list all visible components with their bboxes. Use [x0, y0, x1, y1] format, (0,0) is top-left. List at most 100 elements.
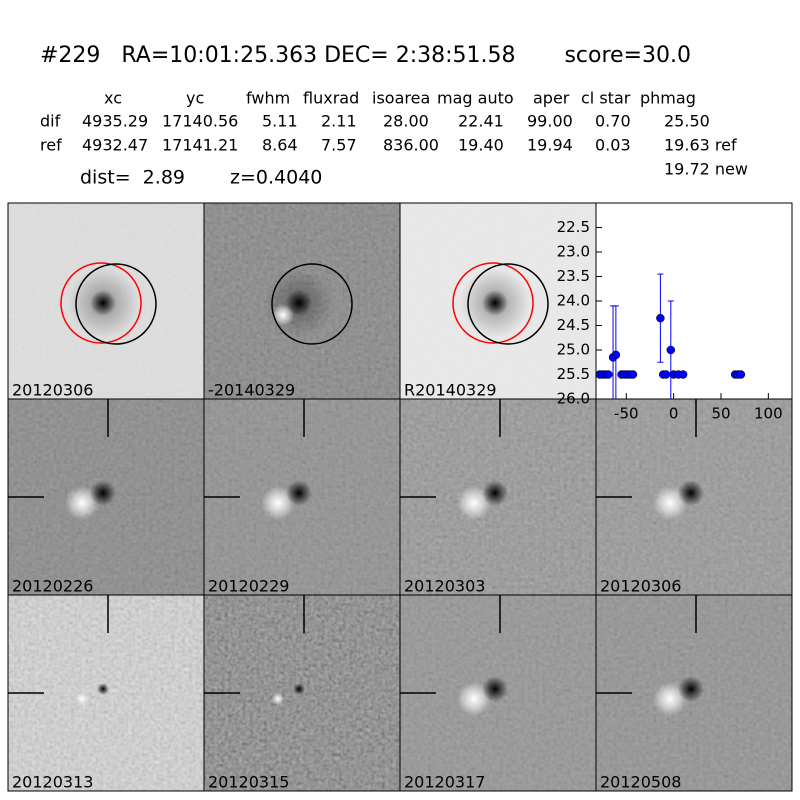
- stamp-label: 20120306: [12, 381, 93, 400]
- column-header: mag auto: [437, 89, 514, 108]
- stamps: 20120306 -20140329 R20140329 20120226 201202…: [7, 202, 793, 792]
- point: [656, 313, 665, 323]
- stamp: 20120226: [7, 398, 205, 596]
- x-tick-label: -50: [614, 405, 639, 423]
- cell: 8.64: [262, 136, 298, 155]
- plot-frame: [595, 202, 793, 400]
- stamp: 20120306: [595, 398, 793, 596]
- cell: 0.03: [595, 136, 631, 155]
- row-label: dif: [40, 112, 61, 131]
- positive-blob: [272, 693, 284, 705]
- red-circle: [60, 262, 142, 344]
- column-header: isoarea: [372, 89, 430, 108]
- column-header: yc: [186, 89, 204, 108]
- point: [661, 370, 671, 379]
- cell: 0.70: [595, 112, 631, 131]
- positive-blob: [76, 693, 88, 705]
- points: [596, 273, 746, 399]
- stamp: 20120306: [7, 202, 205, 400]
- negative-blob: [97, 683, 109, 695]
- column-header: aper: [533, 89, 570, 108]
- cell: 4935.29: [82, 112, 148, 131]
- stamp-frame: [595, 594, 793, 792]
- stamp: 20120508: [595, 594, 793, 792]
- y-tick-label: 25.5: [557, 365, 590, 383]
- dist: dist= 2.89: [80, 167, 185, 189]
- x-tick-label: 0: [669, 405, 679, 423]
- black-circle: [467, 263, 549, 345]
- residual: [272, 304, 294, 326]
- stamp: 20120313: [7, 594, 205, 792]
- plot-area: [596, 203, 792, 399]
- cell: 28.00: [383, 112, 429, 131]
- cell: 2.11: [321, 112, 357, 131]
- stamp-label: 20120315: [208, 773, 289, 792]
- point: [611, 350, 621, 360]
- cell: 4932.47: [82, 136, 148, 155]
- negative-blob: [90, 480, 116, 506]
- stamp-label: 20120317: [404, 773, 485, 792]
- x-tick-label: 50: [711, 405, 730, 423]
- row-label: ref: [40, 136, 62, 155]
- stamp-label: 20120229: [208, 577, 289, 596]
- stamp: 20120315: [203, 594, 401, 792]
- point: [736, 370, 746, 379]
- stamp-label: R20140329: [404, 381, 497, 400]
- y-tick-label: 23.5: [557, 267, 590, 285]
- negative-blob: [286, 480, 312, 506]
- stamp-label: 20120303: [404, 577, 485, 596]
- black-circle: [271, 263, 353, 345]
- cell: 22.41: [458, 112, 504, 131]
- y-tick-label: 25.0: [557, 341, 590, 359]
- source: [482, 290, 508, 316]
- cell: 5.11: [262, 112, 298, 131]
- stamp-label: 20120226: [12, 577, 93, 596]
- column-header: fwhm: [246, 89, 290, 108]
- cell: 19.40: [458, 136, 504, 155]
- cell: 19.94: [527, 136, 573, 155]
- stamp: R20140329: [399, 202, 597, 400]
- negative-blob: [678, 676, 704, 702]
- stamp: -20140329: [203, 202, 401, 400]
- black-circle: [75, 263, 157, 345]
- y-tick-label: 26.0: [557, 390, 590, 408]
- stamp-label: 20120306: [600, 577, 681, 596]
- cell: 836.00: [383, 136, 439, 155]
- cell: 7.57: [321, 136, 357, 155]
- point: [604, 370, 613, 379]
- negative-blob: [482, 676, 508, 702]
- source: [90, 290, 116, 316]
- cell: 17140.56: [162, 112, 238, 131]
- negative-blob: [293, 683, 305, 695]
- point: [628, 370, 638, 379]
- point: [678, 370, 688, 379]
- phmag-new: 19.72 new: [664, 160, 748, 179]
- stamp: 20120303: [399, 398, 597, 596]
- column-header: xc: [104, 89, 122, 108]
- column-header: phmag: [640, 89, 696, 108]
- light-curve: 22.5 23.0 23.5 24.0 24.5 25.0 25.5 26.0 -50 0 50 10…: [557, 202, 793, 423]
- red-circle: [452, 262, 534, 344]
- redshift: z=0.4040: [230, 167, 322, 189]
- cell: 99.00: [527, 112, 573, 131]
- cell: 25.50: [664, 112, 710, 131]
- y-tick-label: 24.5: [557, 316, 590, 334]
- stamp-label: 20120508: [600, 773, 681, 792]
- x-tick-label: 100: [754, 405, 783, 423]
- cell: 17141.21: [162, 136, 238, 155]
- y-tick-label: 23.0: [557, 243, 590, 261]
- title: #229 RA=10:01:25.363 DEC= 2:38:51.58 sco…: [40, 43, 691, 68]
- y-tick-label: 22.5: [557, 218, 590, 236]
- stamp-label: 20120313: [12, 773, 93, 792]
- stamp-label: -20140329: [208, 381, 295, 400]
- negative-blob: [678, 480, 704, 506]
- column-header: fluxrad: [303, 89, 359, 108]
- negative-blob: [482, 480, 508, 506]
- stamp: 20120229: [203, 398, 401, 596]
- column-header: cl star: [581, 89, 631, 108]
- point: [666, 345, 676, 355]
- stamp: 20120317: [399, 594, 597, 792]
- y-tick-label: 24.0: [557, 292, 590, 310]
- cell: 19.63 ref: [664, 136, 737, 155]
